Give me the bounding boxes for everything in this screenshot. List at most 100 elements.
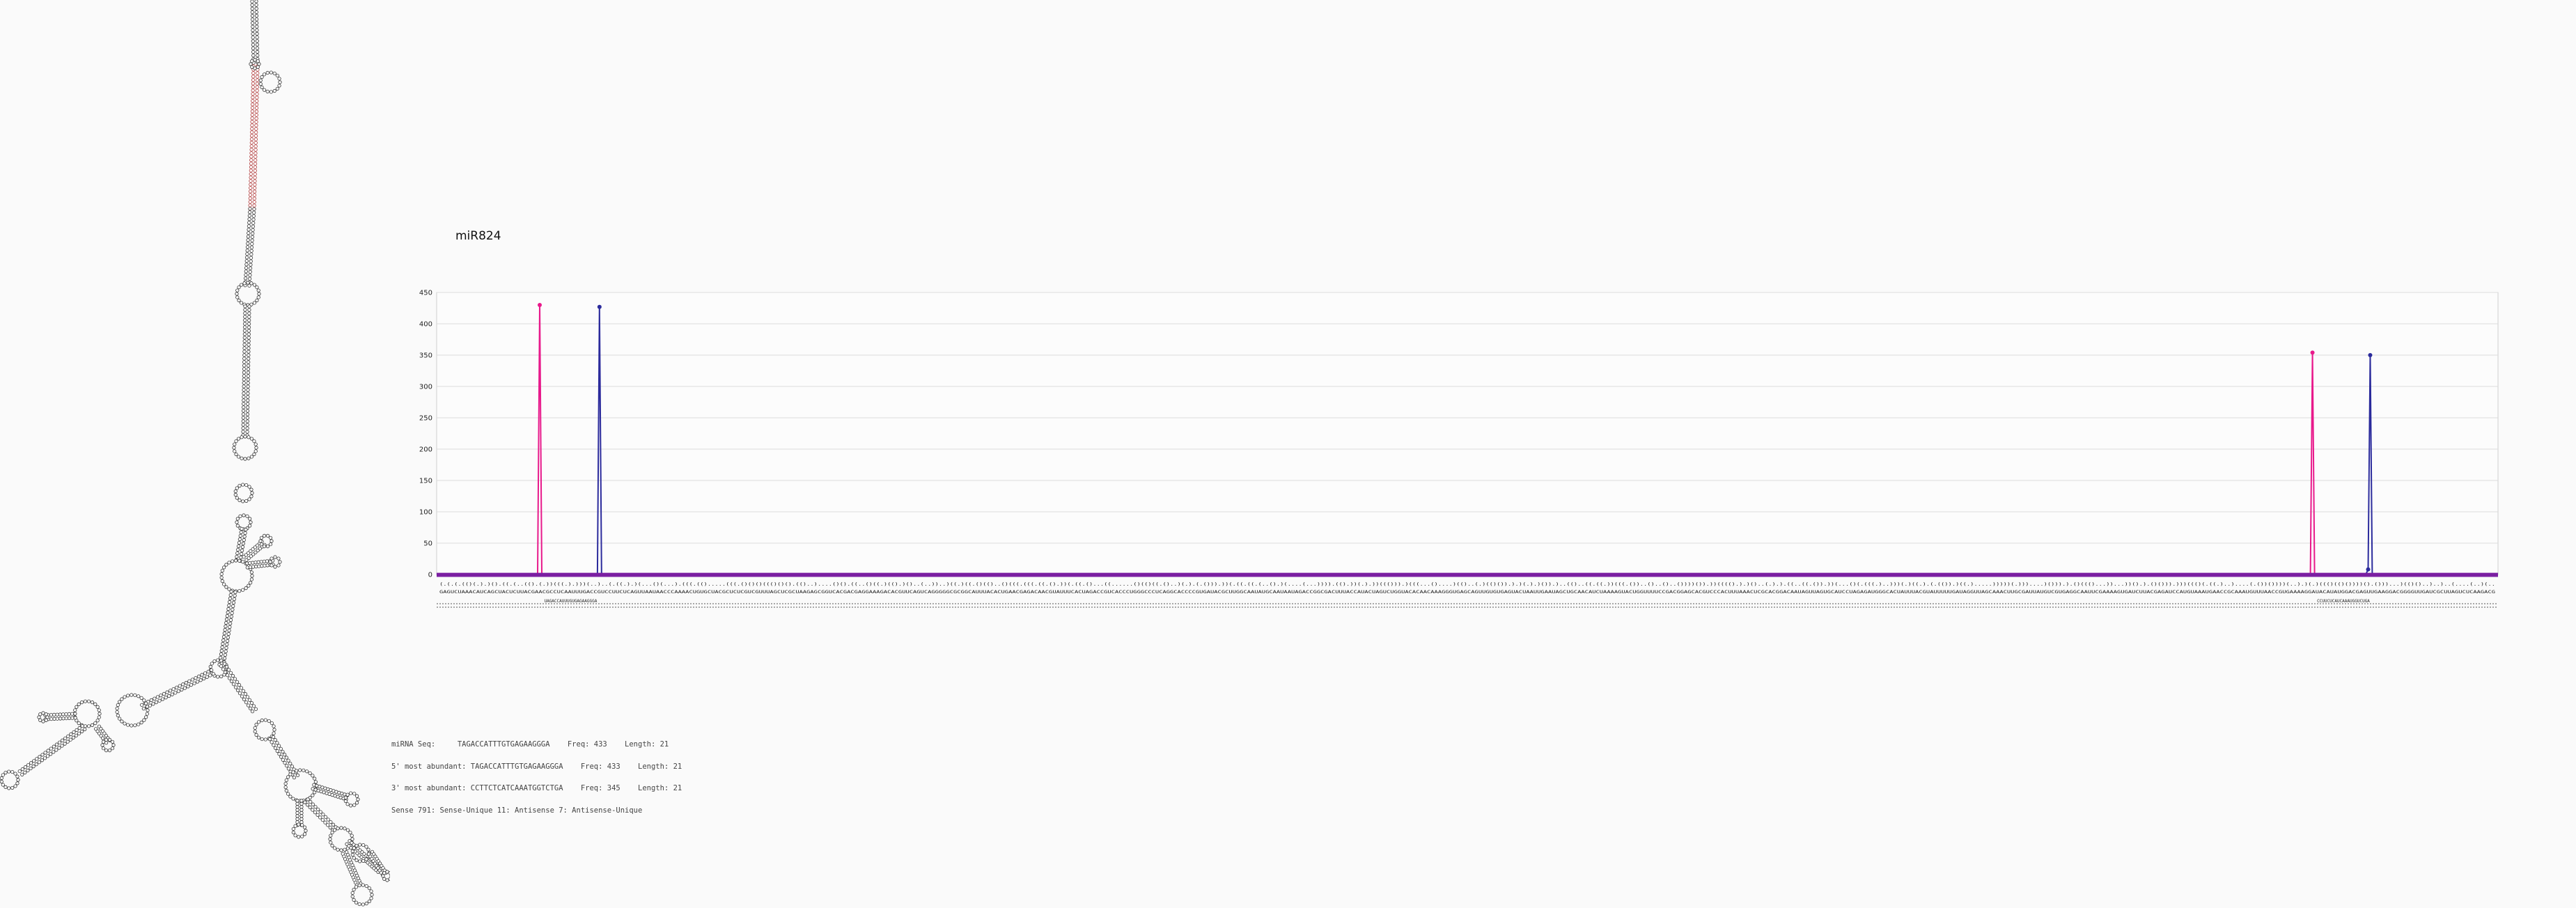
nucleotide (247, 217, 251, 221)
nucleotide (249, 263, 253, 267)
nucleotide (75, 728, 79, 733)
nucleotide (297, 822, 301, 827)
nucleotide (249, 281, 253, 285)
nucleotide (246, 374, 250, 378)
nucleotide (248, 207, 252, 211)
nucleotide (313, 780, 318, 784)
nucleotide (256, 295, 260, 299)
nucleotide (265, 545, 270, 549)
nucleotide (251, 46, 256, 50)
nucleotide (382, 871, 387, 875)
nucleotide (190, 678, 194, 682)
nucleotide (354, 858, 359, 862)
nucleotide (381, 874, 385, 878)
nucleotide (90, 700, 95, 705)
nucleotide (0, 779, 3, 784)
y-tick-label: 50 (423, 540, 432, 548)
nucleotide (245, 245, 250, 249)
nucleotide (357, 883, 361, 888)
nucleotide (233, 590, 237, 595)
nucleotide (231, 600, 236, 605)
nucleotide (253, 137, 258, 141)
nucleotide (255, 298, 259, 303)
nucleotide (242, 346, 247, 350)
nucleotide (270, 539, 274, 543)
nucleotide (279, 755, 283, 759)
nucleotide (250, 113, 254, 117)
nucleotide (275, 741, 279, 745)
nucleotide (249, 259, 253, 263)
nucleotide (10, 785, 15, 790)
nucleotide (242, 398, 246, 402)
nucleotide (343, 795, 348, 800)
nucleotide (251, 39, 255, 43)
nucleotide (243, 435, 247, 439)
nucleotide (286, 775, 290, 779)
nucleotide (293, 833, 297, 838)
nucleotide (243, 531, 247, 535)
nucleotide (251, 78, 256, 82)
nucleotide (186, 684, 190, 689)
nucleotide (123, 695, 127, 699)
nucleotide (228, 600, 232, 604)
nucleotide (251, 71, 256, 75)
nucleotide (284, 756, 288, 760)
nucleotide (223, 627, 227, 632)
nucleotide (15, 781, 19, 785)
nucleotide (77, 726, 81, 730)
nucleotide (250, 14, 255, 18)
nucleotide (288, 761, 292, 766)
nucleotide (350, 894, 354, 899)
nucleotide (231, 604, 235, 609)
nucleotide (231, 559, 235, 563)
nucleotide (253, 550, 258, 554)
nucleotide (242, 357, 247, 361)
nucleotide (120, 697, 124, 701)
nucleotide (180, 687, 184, 692)
nucleotide (241, 588, 245, 592)
nucleotide (1, 783, 5, 787)
nucleotide (252, 203, 256, 208)
nucleotide (249, 172, 253, 176)
nucleotide (255, 99, 259, 103)
nucleotide (249, 549, 253, 554)
nucleotide (249, 554, 253, 558)
nucleotide (133, 693, 137, 697)
nucleotide (224, 645, 228, 650)
nucleotide (253, 66, 257, 70)
nucleotide (354, 794, 359, 798)
nucleotide (233, 593, 237, 598)
nucleotide (184, 680, 188, 685)
nucleotide (208, 664, 212, 669)
nucleotide (248, 193, 253, 197)
nucleotide (249, 577, 254, 581)
nucleotide (248, 517, 252, 521)
nucleotide (247, 336, 251, 340)
mature-label: UAGACCAUUUGUGAGAAGGGA (544, 599, 597, 604)
nucleotide (321, 813, 325, 817)
nucleotide (352, 888, 356, 892)
nucleotide (233, 449, 237, 453)
nucleotide (253, 162, 258, 166)
nucleotide (38, 718, 42, 722)
nucleotide (249, 520, 253, 524)
data-point (538, 303, 542, 307)
nucleotide (361, 902, 365, 907)
nucleotide (247, 224, 251, 228)
nucleotide (354, 801, 359, 805)
nucleotide (385, 878, 389, 882)
nucleotide (1, 773, 5, 777)
nucleotide (247, 456, 251, 460)
nucleotide (237, 537, 242, 542)
nucleotide (221, 667, 226, 671)
nucleotide (222, 565, 226, 570)
nucleotide (291, 830, 295, 835)
nucleotide (354, 900, 359, 905)
nucleotide (232, 597, 236, 602)
nucleotide (110, 739, 115, 744)
nucleotide (235, 292, 239, 296)
nucleotide (170, 692, 174, 696)
nucleotide (107, 749, 112, 753)
nucleotide (364, 901, 368, 906)
nucleotide (247, 357, 251, 361)
